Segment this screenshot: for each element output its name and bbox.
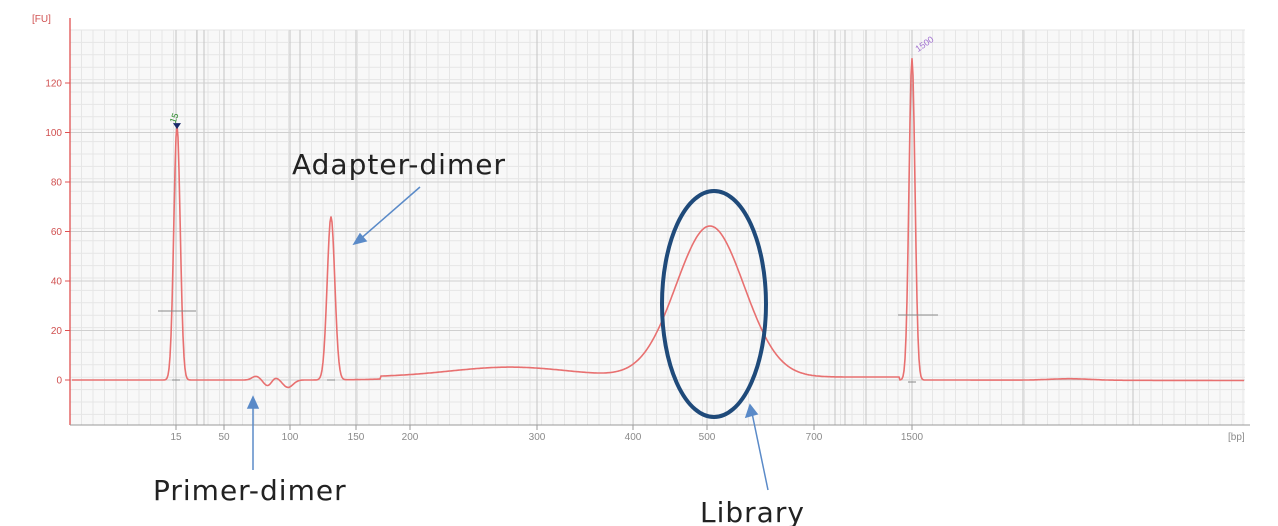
plot-area [70,30,1245,425]
x-tick-label: 500 [699,432,716,443]
x-tick-label: 300 [529,432,546,443]
y-tick-label: 0 [56,376,62,387]
adapter-dimer-arrow [357,186,421,242]
x-tick-label: 700 [806,432,823,443]
annotation-library: Library [700,496,805,526]
y-tick-label: 60 [51,227,63,238]
peak-marker-15-label: 15 [168,112,181,125]
x-axis-ticks: 15 50 100 150 200 300 400 500 700 1500 [170,425,924,443]
annotation-primer-dimer: Primer-dimer [153,474,347,507]
y-tick-label: 80 [51,178,63,189]
y-tick-label: 100 [45,128,62,139]
axes [69,18,1250,426]
y-tick-label: 40 [51,277,63,288]
primer-dimer-arrowhead [246,395,260,409]
annotation-adapter-dimer: Adapter-dimer [292,148,506,181]
peak-marker-15-triangle [173,123,181,130]
y-tick-label: 20 [51,326,63,337]
y-tick-label: 120 [45,79,62,90]
x-tick-label: 100 [282,432,299,443]
library-arrow [751,412,769,491]
x-tick-label: 50 [218,432,230,443]
x-tick-label: 1500 [901,432,924,443]
x-axis-unit: [bp] [1228,432,1245,443]
x-tick-label: 400 [625,432,642,443]
library-arrowhead [744,403,759,419]
series-line-trace [72,58,1244,389]
y-axis-ticks: 0 20 40 60 80 100 120 [45,79,70,387]
y-axis-unit: [FU] [32,14,51,25]
x-tick-label: 15 [170,432,182,443]
library-peak-ellipse [660,189,768,419]
x-tick-label: 200 [402,432,419,443]
x-tick-label: 150 [348,432,365,443]
annotation-arrows [246,186,769,491]
adapter-dimer-arrowhead [352,232,368,246]
